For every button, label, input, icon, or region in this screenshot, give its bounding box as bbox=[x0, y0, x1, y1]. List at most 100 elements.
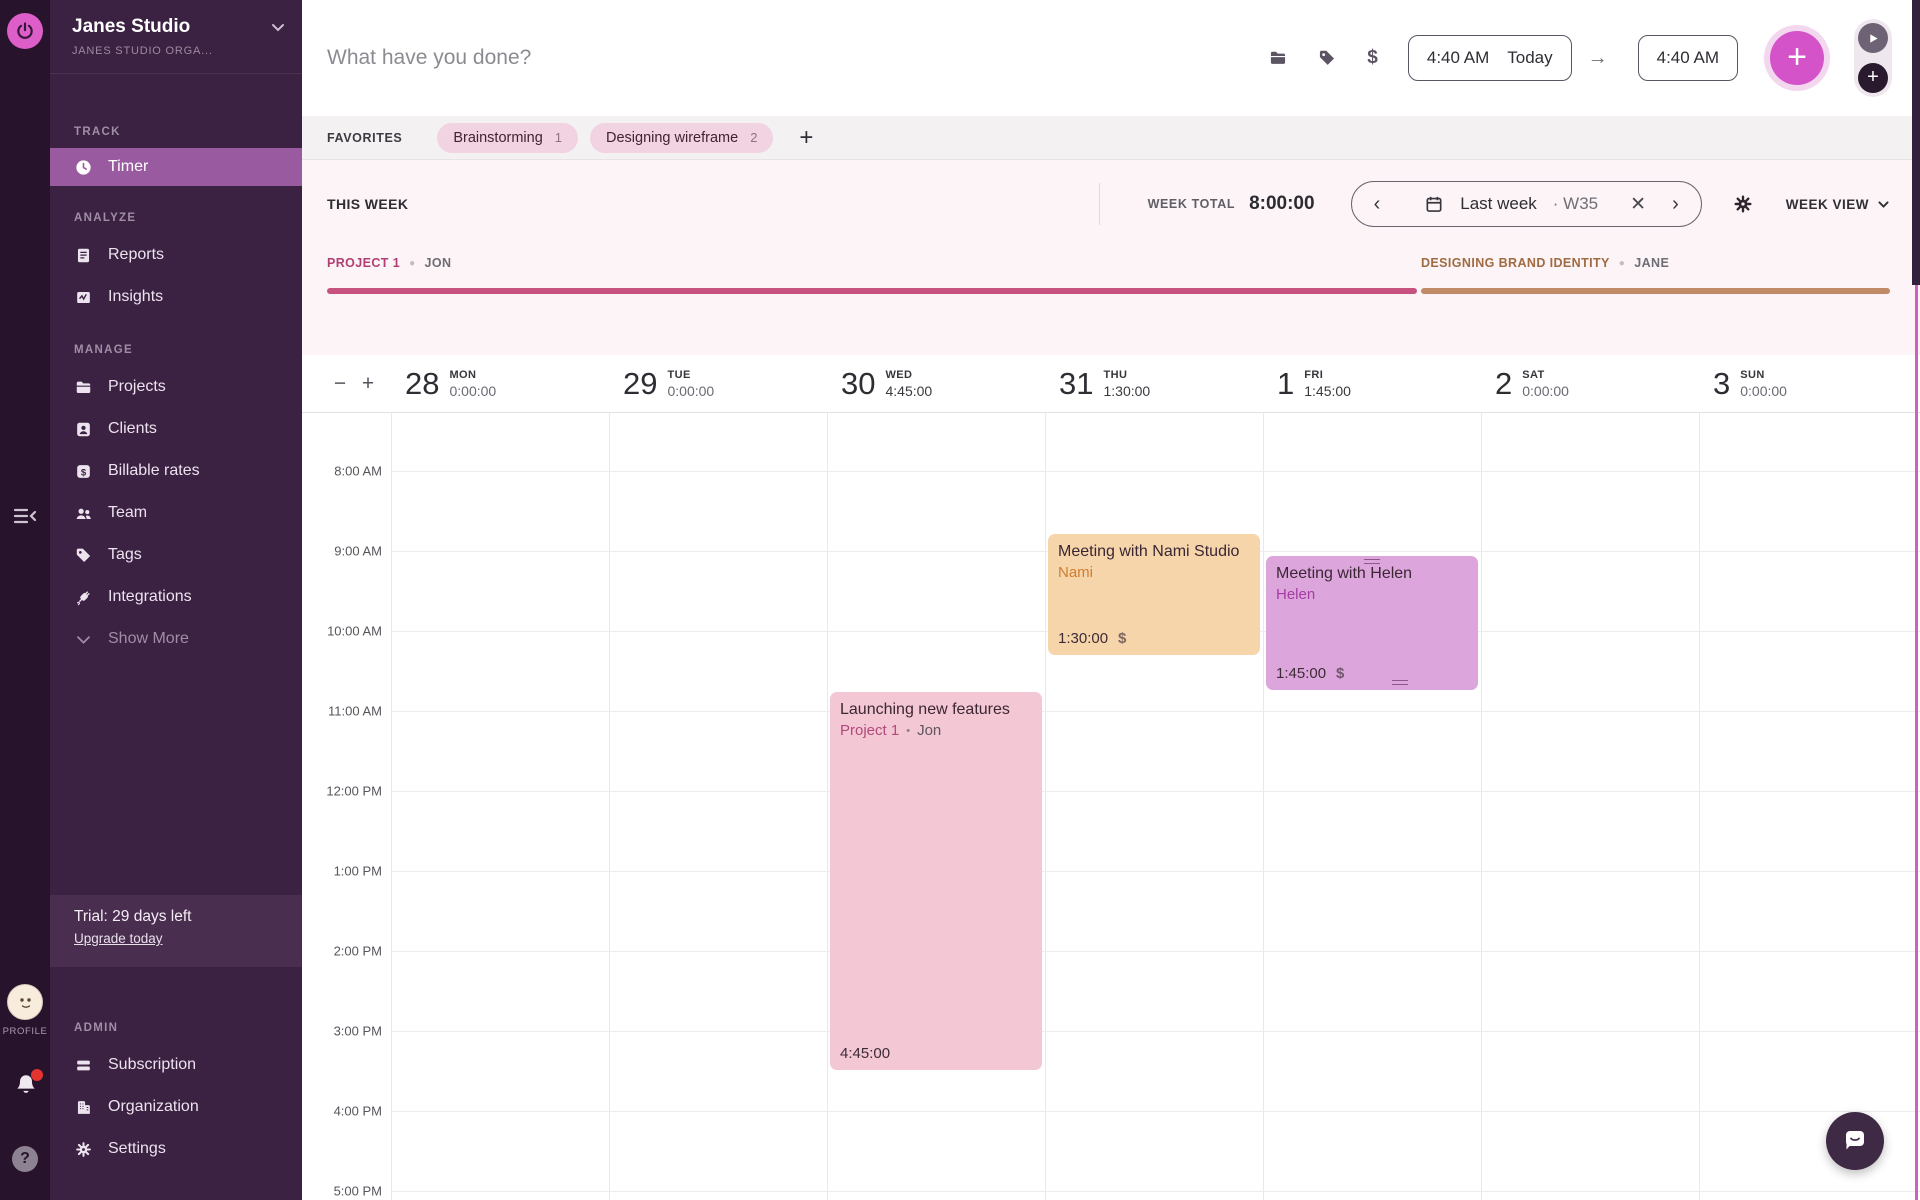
day-total: 0:00:00 bbox=[667, 383, 715, 399]
day-total: 1:30:00 bbox=[1103, 383, 1151, 399]
chevron-down-icon bbox=[74, 630, 93, 649]
end-time-button[interactable]: 4:40 AM bbox=[1637, 35, 1738, 81]
sidebar-item-clients[interactable]: Clients bbox=[50, 408, 302, 450]
timer-mode-play-icon[interactable] bbox=[1858, 23, 1888, 53]
building-icon bbox=[74, 1098, 93, 1117]
add-time-entry-button[interactable]: + bbox=[1770, 31, 1824, 85]
week-total-value: 8:00:00 bbox=[1249, 193, 1315, 214]
scrollbar-thumb[interactable] bbox=[1912, 0, 1920, 285]
day-total: 0:00:00 bbox=[1740, 383, 1787, 399]
event-duration-row: 1:30:00 $ bbox=[1058, 630, 1126, 647]
event-resize-handle[interactable] bbox=[1364, 559, 1380, 564]
hour-gridline bbox=[391, 871, 1920, 872]
sidebar-item-projects[interactable]: Projects bbox=[50, 366, 302, 408]
chat-launcher-icon[interactable] bbox=[1826, 1112, 1884, 1170]
upgrade-link[interactable]: Upgrade today bbox=[74, 931, 163, 946]
avatar bbox=[7, 984, 43, 1020]
sidebar-item-timer[interactable]: Timer bbox=[50, 148, 302, 186]
day-header-thu[interactable]: 31 THU 1:30:00 bbox=[1059, 362, 1150, 406]
week-picker-label[interactable]: Last week bbox=[1460, 194, 1537, 213]
person-icon bbox=[74, 420, 93, 439]
sidebar-item-insights[interactable]: Insights bbox=[50, 276, 302, 318]
manual-mode-plus-icon[interactable]: + bbox=[1858, 63, 1888, 93]
svg-text:$: $ bbox=[81, 467, 87, 478]
calendar-grid[interactable]: 8:00 AM 9:00 AM 10:00 AM 11:00 AM 12:00 PM 1:… bbox=[302, 413, 1920, 1200]
favorite-chip[interactable]: Designing wireframe 2 bbox=[590, 122, 774, 153]
task-description-input[interactable] bbox=[327, 46, 1241, 70]
sidebar-item-label: Tags bbox=[108, 546, 142, 563]
this-week-label: THIS WEEK bbox=[327, 196, 409, 212]
day-header-wed[interactable]: 30 WED 4:45:00 bbox=[841, 362, 932, 406]
event-launching-new-features[interactable]: Launching new features Project 1 • Jon 4:45:… bbox=[830, 692, 1042, 1070]
sidebar-item-label: Show More bbox=[108, 630, 189, 647]
event-meeting-with-helen[interactable]: Meeting with Helen Helen 1:45:00 $ bbox=[1266, 556, 1478, 690]
event-meta-part: Jon bbox=[917, 722, 942, 740]
sidebar-nav: TRACK Timer ANALYZE Reports Insights MANAGE Pr… bbox=[50, 100, 302, 660]
event-resize-handle[interactable] bbox=[1392, 680, 1408, 685]
sidebar-item-label: Timer bbox=[108, 158, 149, 175]
next-week-button[interactable]: › bbox=[1672, 192, 1679, 215]
add-favorite-button[interactable]: + bbox=[799, 123, 814, 151]
favorite-chip[interactable]: Brainstorming 1 bbox=[437, 122, 579, 153]
column-divider bbox=[391, 413, 392, 1200]
prev-week-button[interactable]: ‹ bbox=[1373, 192, 1381, 215]
sidebar-item-reports[interactable]: Reports bbox=[50, 234, 302, 276]
sidebar-item-tags[interactable]: Tags bbox=[50, 534, 302, 576]
section-label: MANAGE bbox=[74, 344, 133, 356]
section-label: ADMIN bbox=[74, 1022, 119, 1034]
calendar-settings-gear-icon[interactable] bbox=[1732, 193, 1754, 215]
page-scrollbar[interactable] bbox=[1912, 0, 1920, 1200]
legend-project-label: DESIGNING BRAND IDENTITY ● JANE bbox=[1421, 256, 1669, 270]
divider bbox=[1098, 183, 1100, 225]
day-header-mon[interactable]: 28 MON 0:00:00 bbox=[405, 362, 496, 406]
column-divider bbox=[1699, 413, 1700, 1200]
day-number: 31 bbox=[1059, 366, 1094, 401]
sidebar-item-subscription[interactable]: Subscription bbox=[50, 1044, 302, 1086]
close-icon[interactable]: ✕ bbox=[1630, 193, 1647, 215]
sidebar-item-team[interactable]: Team bbox=[50, 492, 302, 534]
app-logo-power-icon[interactable] bbox=[7, 13, 43, 49]
sidebar-admin-nav: ADMIN Subscription Organization Settings bbox=[50, 996, 302, 1170]
legend-bar bbox=[1421, 288, 1890, 294]
billable-dollar-icon[interactable]: $ bbox=[1367, 47, 1378, 68]
start-time-button[interactable]: 4:40 AM Today bbox=[1407, 35, 1572, 81]
sidebar-collapse-icon[interactable] bbox=[11, 502, 39, 530]
day-header-sat[interactable]: 2 SAT 0:00:00 bbox=[1495, 362, 1569, 406]
sidebar-item-show-more[interactable]: Show More bbox=[50, 618, 302, 660]
workspace-switcher[interactable]: Janes Studio JANES STUDIO ORGA... bbox=[50, 0, 302, 74]
week-picker: ‹ Last week · W35 ✕ › bbox=[1350, 181, 1702, 227]
profile-button[interactable]: PROFILE bbox=[0, 984, 50, 1037]
day-number: 29 bbox=[623, 366, 658, 401]
zoom-in-button[interactable]: + bbox=[361, 372, 375, 395]
tag-icon[interactable] bbox=[1316, 47, 1338, 69]
help-icon[interactable]: ? bbox=[12, 1146, 38, 1172]
column-divider bbox=[1263, 413, 1264, 1200]
sidebar-item-label: Insights bbox=[108, 288, 164, 305]
start-time: 4:40 AM bbox=[1426, 48, 1490, 67]
sidebar-item-organization[interactable]: Organization bbox=[50, 1086, 302, 1128]
trial-text: Trial: 29 days left bbox=[74, 908, 192, 925]
timer-mode-toggle: + bbox=[1854, 19, 1892, 97]
clock-icon bbox=[74, 158, 93, 177]
section-label: TRACK bbox=[74, 126, 121, 138]
hour-label: 9:00 AM bbox=[334, 543, 382, 559]
day-of-week: MON bbox=[449, 369, 477, 381]
event-meta-part: • bbox=[906, 724, 911, 737]
project-folder-icon[interactable] bbox=[1267, 47, 1289, 69]
day-header-sun[interactable]: 3 SUN 0:00:00 bbox=[1713, 362, 1787, 406]
folder-icon bbox=[74, 378, 93, 397]
notifications-bell-icon[interactable] bbox=[13, 1069, 43, 1098]
week-view-dropdown[interactable]: WEEK VIEW bbox=[1786, 197, 1890, 212]
sidebar-item-integrations[interactable]: Integrations bbox=[50, 576, 302, 618]
day-header-tue[interactable]: 29 TUE 0:00:00 bbox=[623, 362, 714, 406]
card-icon bbox=[74, 1056, 93, 1075]
sidebar-item-label: Team bbox=[108, 504, 148, 521]
day-header-fri[interactable]: 1 FRI 1:45:00 bbox=[1277, 362, 1351, 406]
sidebar-item-label: Settings bbox=[108, 1140, 166, 1157]
event-meeting-with-nami-studio[interactable]: Meeting with Nami Studio Nami 1:30:00 $ bbox=[1048, 534, 1260, 655]
hour-label: 10:00 AM bbox=[327, 623, 382, 639]
sidebar-item-settings[interactable]: Settings bbox=[50, 1128, 302, 1170]
legend-project-name: PROJECT 1 bbox=[327, 256, 401, 270]
sidebar-item-billable-rates[interactable]: $ Billable rates bbox=[50, 450, 302, 492]
zoom-out-button[interactable]: − bbox=[333, 372, 347, 395]
